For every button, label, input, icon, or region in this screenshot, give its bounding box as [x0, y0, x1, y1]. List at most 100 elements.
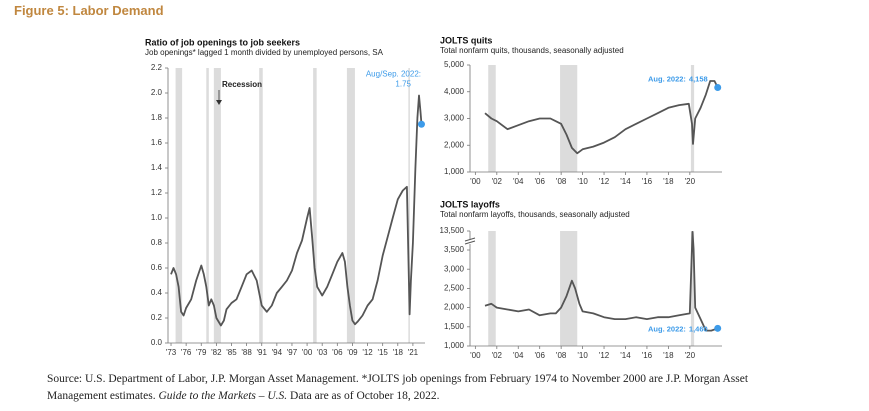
charts: Ratio of job openings to job seekersJob … [145, 35, 722, 360]
y-tick-label: 3,000 [444, 114, 465, 123]
y-tick-label: 0.0 [151, 338, 163, 347]
x-tick-label: '06 [534, 177, 545, 186]
x-tick-label: '16 [642, 351, 653, 360]
source-end: Data are as of October 18, 2022. [290, 390, 440, 402]
y-tick-label: 2,500 [444, 284, 465, 293]
y-tick-label: 1,000 [444, 341, 465, 350]
chart-title: JOLTS layoffs [440, 199, 500, 209]
x-tick-label: '20 [685, 351, 696, 360]
y-tick-label: 2.2 [151, 63, 163, 72]
x-tick-label: '12 [599, 351, 610, 360]
y-tick-label: 0.6 [151, 263, 163, 272]
recession-band [560, 65, 578, 172]
y-tick-label: 1.2 [151, 188, 163, 197]
y-tick-label: 0.4 [151, 288, 163, 297]
x-tick-label: '73 [166, 348, 177, 357]
recession-arrowhead [216, 100, 222, 105]
x-tick-label: '02 [492, 351, 503, 360]
axis-break [464, 237, 476, 242]
recession-band [690, 231, 695, 346]
chart-title: JOLTS quits [440, 35, 492, 45]
chart-subtitle: Total nonfarm quits, thousands, seasonal… [440, 46, 624, 55]
x-tick-label: '03 [317, 348, 328, 357]
x-tick-label: '04 [513, 351, 524, 360]
y-tick-label: 1.4 [151, 163, 163, 172]
recession-band [175, 68, 183, 343]
x-tick-label: '97 [287, 348, 298, 357]
x-tick-label: '14 [620, 177, 631, 186]
x-tick-label: '18 [663, 177, 674, 186]
recession-band [206, 68, 209, 343]
chart-subtitle: Total nonfarm layoffs, thousands, season… [440, 210, 630, 219]
annotation-dot [714, 84, 722, 92]
annotation: Aug. 2022: 4,158 [648, 75, 708, 84]
x-tick-label: '18 [663, 351, 674, 360]
axis-break-gap [465, 239, 475, 244]
x-tick-label: '06 [332, 348, 343, 357]
y-tick-label: 3,500 [444, 245, 465, 254]
chart-title: Ratio of job openings to job seekers [145, 37, 300, 47]
annotation-text: Aug/Sep. 2022: [366, 69, 421, 78]
x-tick-label: '20 [685, 177, 696, 186]
figure-title: Figure 5: Labor Demand [14, 3, 164, 18]
y-tick-label: 0.2 [151, 313, 163, 322]
y-tick-label: 2.0 [151, 88, 163, 97]
x-tick-label: '16 [642, 177, 653, 186]
x-tick-label: '06 [534, 351, 545, 360]
annotation-value: 4,158 [689, 75, 708, 84]
y-tick-label: 1.8 [151, 113, 163, 122]
recession-band [408, 68, 410, 343]
y-tick-label: 3,000 [444, 264, 465, 273]
chart-subtitle: Job openings* lagged 1 month divided by … [145, 48, 384, 57]
x-tick-label: '14 [620, 351, 631, 360]
x-tick-label: '94 [272, 348, 283, 357]
annotation-text: Aug. 2022: [648, 75, 686, 84]
y-tick-label: 13,500 [440, 226, 465, 235]
x-tick-label: '10 [577, 351, 588, 360]
x-tick-label: '76 [181, 348, 192, 357]
recession-band [690, 65, 695, 172]
recession-band [346, 68, 355, 343]
x-tick-label: '02 [492, 177, 503, 186]
y-tick-label: 0.8 [151, 238, 163, 247]
x-tick-label: '10 [577, 177, 588, 186]
x-tick-label: '08 [556, 351, 567, 360]
y-tick-label: 2,000 [444, 140, 465, 149]
x-tick-label: '09 [347, 348, 358, 357]
x-tick-label: '00 [470, 351, 481, 360]
x-tick-label: '00 [470, 177, 481, 186]
x-tick-label: '12 [362, 348, 373, 357]
axis-break [464, 240, 476, 245]
y-tick-label: 4,000 [444, 87, 465, 96]
x-tick-label: '88 [241, 348, 252, 357]
y-tick-label: 2,000 [444, 303, 465, 312]
annotation-value: 1,460 [689, 324, 708, 333]
x-tick-label: '00 [302, 348, 313, 357]
source-italic: Guide to the Markets – U.S. [158, 390, 288, 402]
recession-label: Recession [222, 80, 262, 89]
x-tick-label: '08 [556, 177, 567, 186]
series-line [484, 80, 719, 155]
x-tick-label: '15 [377, 348, 388, 357]
x-tick-label: '12 [599, 177, 610, 186]
y-tick-label: 1.6 [151, 138, 163, 147]
source-text: Source: U.S. Department of Labor, J.P. M… [47, 373, 749, 402]
y-tick-label: 1.0 [151, 213, 163, 222]
annotation-dot [714, 324, 722, 332]
x-tick-label: '21 [408, 348, 419, 357]
y-tick-label: 5,000 [444, 60, 465, 69]
recession-band [488, 231, 496, 346]
series-line [484, 231, 719, 332]
recession-band [313, 68, 317, 343]
x-tick-label: '79 [196, 348, 207, 357]
source-note: Source: U.S. Department of Labor, J.P. M… [47, 371, 787, 405]
series-line [170, 94, 423, 327]
y-tick-label: 1,000 [444, 167, 465, 176]
annotation-dot [417, 120, 425, 128]
x-tick-label: '85 [226, 348, 237, 357]
annotation-text: Aug. 2022: [648, 324, 686, 333]
annotation-value: 1.75 [395, 79, 411, 88]
x-tick-label: '04 [513, 177, 524, 186]
x-tick-label: '91 [257, 348, 268, 357]
annotation: Aug. 2022: 1,460 [648, 324, 708, 333]
